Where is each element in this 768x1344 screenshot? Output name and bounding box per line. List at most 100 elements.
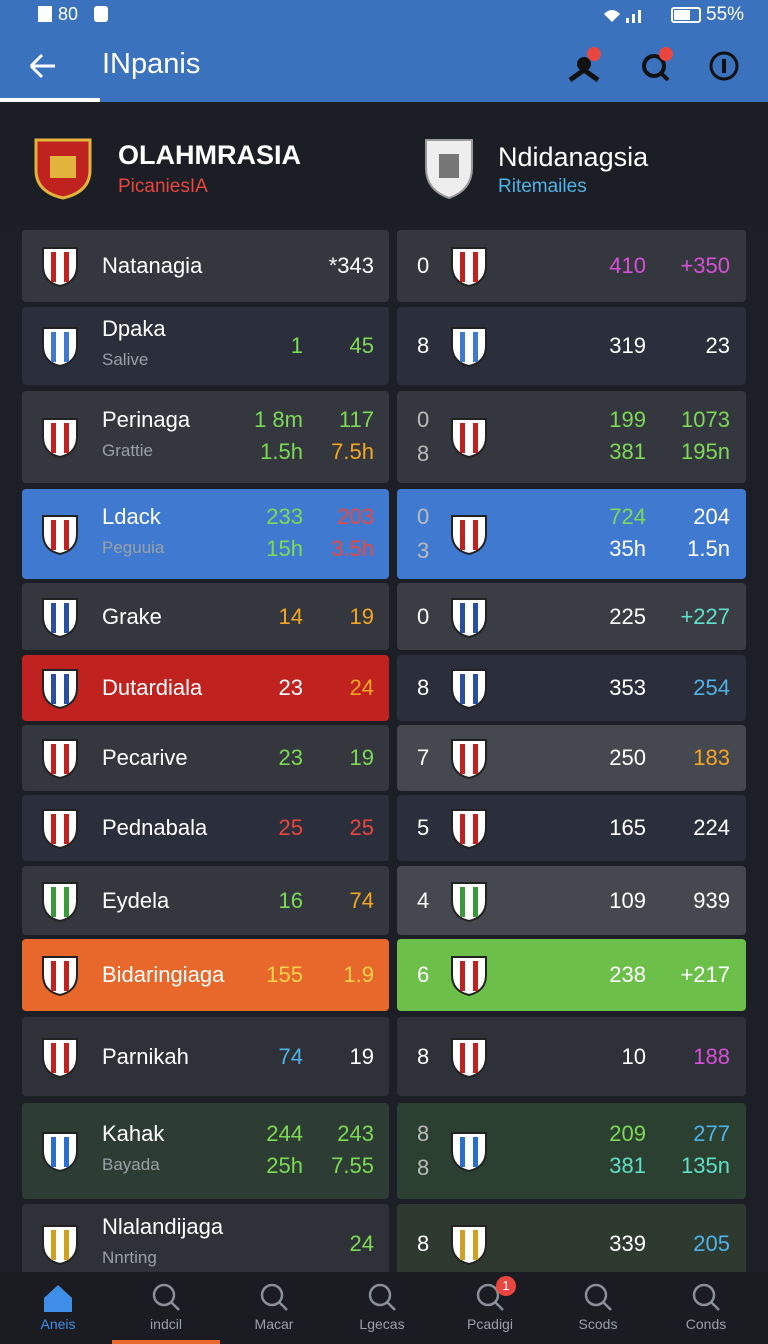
nav-item[interactable]: Lgecas [328, 1272, 436, 1344]
team-row[interactable]: 8 353 254 [397, 655, 746, 721]
team-row[interactable]: 8 339 205 [397, 1204, 746, 1284]
crest [42, 515, 78, 556]
nav-label: Macar [254, 1316, 294, 1332]
team-name: Perinaga [102, 407, 191, 432]
crest [42, 669, 78, 710]
nav-label: Aneis [40, 1316, 76, 1332]
row-number: 6 [417, 962, 430, 987]
nav-item[interactable]: Pcadigi 1 [436, 1272, 544, 1344]
team-row[interactable]: 0 8 199 1073 381 195n [397, 391, 746, 483]
tab-indicator [0, 98, 100, 102]
stat-value: +227 [680, 603, 730, 629]
stat-value: 7.55 [331, 1153, 374, 1178]
stat-value: 19 [349, 1043, 374, 1069]
stat-value: 117 [338, 407, 374, 432]
crest [42, 247, 78, 288]
nav-icon [44, 1285, 72, 1312]
team-name: Eydela [102, 887, 170, 913]
stat-value: 7.5h [331, 439, 374, 464]
team-row[interactable]: 5 165 224 [397, 795, 746, 861]
nav-item[interactable]: Macar [220, 1272, 328, 1344]
crest [42, 809, 78, 850]
crest [451, 327, 487, 368]
stat-value: 238 [609, 962, 646, 987]
team-row[interactable]: Perinaga Grattie 1 8m 117 1.5h 7.5h [22, 391, 389, 483]
team-row[interactable]: Nlalandijaga Nnrting 24 [22, 1204, 389, 1284]
team-name: Parnikah [102, 1043, 189, 1069]
crest [42, 597, 78, 638]
team-name: Nlalandijaga [102, 1214, 224, 1239]
nav-icon [692, 1283, 720, 1311]
team-row[interactable]: 8 8 209 277 381 135n [397, 1103, 746, 1199]
team-row[interactable]: 0 3 724 204 35h 1.5n [397, 489, 746, 579]
stat-value: 1 [290, 333, 303, 358]
team-row[interactable]: Parnikah 74 19 [22, 1017, 389, 1096]
stat-value: 24 [349, 1231, 374, 1256]
stat-value: 1 8m [254, 407, 303, 432]
battery-level: 55% [706, 4, 745, 25]
team-name: Bidaringiaga [102, 962, 225, 987]
team-name: Dutardiala [102, 675, 203, 700]
stat-value: 199 [609, 407, 646, 432]
team-row[interactable]: Bidaringiaga 155 1.9 [22, 939, 389, 1011]
crest [451, 1037, 487, 1078]
stat-value: 24 [349, 675, 374, 700]
stat-value: 353 [609, 675, 646, 700]
team-row[interactable]: Natanagia *343 [22, 230, 389, 302]
team-row[interactable]: Eydela 16 74 [22, 866, 389, 935]
team-row[interactable]: Dpaka Salive 1 45 [22, 307, 389, 385]
app-title: INpanis [102, 48, 201, 80]
crest [451, 881, 487, 922]
nav-label: Conds [685, 1316, 727, 1332]
row-number: 8 [417, 441, 430, 466]
team-row[interactable]: 0 225 +227 [397, 583, 746, 650]
stat-value: 339 [609, 1231, 646, 1256]
app-bar: INpanis [0, 30, 768, 102]
row-number: 8 [417, 333, 430, 358]
team-sub: Peguuia [102, 538, 165, 557]
stat-value: 19 [349, 603, 374, 629]
team-row[interactable]: 0 410 +350 [397, 230, 746, 302]
nav-label: indcil [150, 1316, 182, 1332]
team-row[interactable]: Pecarive 23 19 [22, 725, 389, 791]
team-row[interactable]: 4 109 939 [397, 866, 746, 935]
team-row[interactable]: Grake 14 19 [22, 583, 389, 650]
nav-item[interactable]: Conds [652, 1272, 760, 1344]
team-row[interactable]: 7 250 183 [397, 725, 746, 791]
nav-item[interactable]: Scods [544, 1272, 652, 1344]
nav-item[interactable]: indcil [112, 1272, 220, 1344]
team-row[interactable]: Dutardiala 23 24 [22, 655, 389, 721]
nav-underline [112, 1340, 220, 1344]
nav-icon [368, 1283, 396, 1311]
stat-value: 724 [609, 504, 646, 529]
right-team-sub: Ritemailes [498, 176, 587, 197]
team-row[interactable]: Ldack Peguuia 233 203 15h 3.5h [22, 489, 389, 579]
status-time: 80 [58, 4, 79, 24]
stat-value: 319 [609, 333, 646, 358]
team-row[interactable]: Pednabala 25 25 [22, 795, 389, 861]
crest [451, 1225, 487, 1266]
nav-item[interactable]: Aneis [4, 1272, 112, 1344]
team-row[interactable]: Kahak Bayada 244 243 25h 7.55 [22, 1103, 389, 1199]
row-number: 8 [417, 1231, 430, 1256]
team-row[interactable]: 8 10 188 [397, 1017, 746, 1096]
bottom-nav: Aneis indcil Macar Lgecas Pcadigi 1 Scods Conds [0, 1272, 768, 1344]
stat-value: 10 [621, 1043, 646, 1069]
back-button[interactable] [28, 52, 58, 80]
stat-value: 15h [266, 536, 303, 561]
toolbar-icons [568, 47, 739, 83]
team-row[interactable]: 8 319 23 [397, 307, 746, 385]
stat-value: 25 [349, 815, 374, 840]
left-team-name: OLAHMRASIA [118, 140, 301, 170]
stat-value: 381 [609, 1153, 646, 1178]
nav-badge: 1 [496, 1276, 516, 1296]
crest [451, 669, 487, 710]
row-number: 8 [417, 1043, 430, 1069]
nav-icon [584, 1283, 612, 1311]
team-row[interactable]: 6 238 +217 [397, 939, 746, 1011]
stat-value: 74 [349, 887, 374, 913]
stat-value: 45 [349, 333, 374, 358]
stat-value: 254 [693, 675, 730, 700]
nav-icon [260, 1283, 288, 1311]
